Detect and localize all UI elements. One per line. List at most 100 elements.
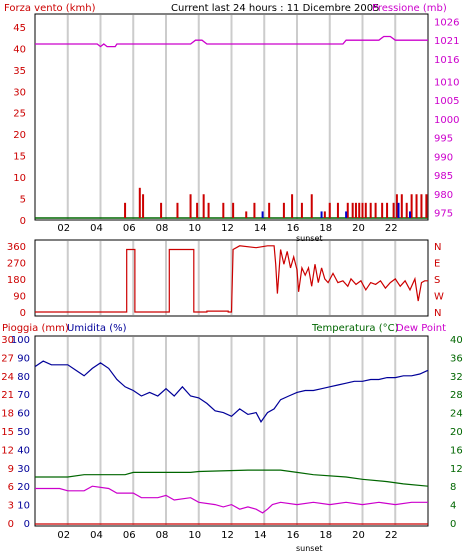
wind-bar xyxy=(196,202,199,218)
direction-tick-label: 180 xyxy=(7,275,26,286)
x-tick-label: 16 xyxy=(287,223,300,234)
x-tick-label: 22 xyxy=(385,530,398,541)
pressure-axis-title: Pressione (mb) xyxy=(372,3,447,14)
wind-bar xyxy=(245,211,248,218)
temperature-tick-label: 40 xyxy=(450,335,463,346)
wind-bar xyxy=(207,202,210,218)
direction-tick-label: 90 xyxy=(13,291,26,302)
x-tick-label: 22 xyxy=(385,223,398,234)
wind-tick-label: 10 xyxy=(13,173,26,184)
wind-tick-label: 15 xyxy=(13,152,26,163)
wind-bar xyxy=(410,194,413,218)
wind-tick-label: 45 xyxy=(13,23,26,34)
chart-title: Current last 24 hours : 11 Dicembre 2005 xyxy=(171,3,380,14)
wind-bar xyxy=(358,202,361,218)
gust-bar xyxy=(345,211,348,218)
wind-bar xyxy=(420,194,423,218)
wind-bar xyxy=(364,202,367,218)
wind-tick-label: 5 xyxy=(20,195,26,206)
wind-bar xyxy=(415,194,418,218)
wind-bar xyxy=(395,194,398,218)
wind-bar xyxy=(392,202,395,218)
wind-bar xyxy=(232,202,235,218)
humidity-tick-label: 50 xyxy=(17,427,30,438)
rain-tick-label: 0 xyxy=(8,519,14,530)
wind-bar xyxy=(425,194,428,218)
x-tick-label: 12 xyxy=(221,530,234,541)
humidity-tick-label: 40 xyxy=(17,445,30,456)
x-tick-label: 04 xyxy=(90,530,103,541)
wind-tick-label: 0 xyxy=(20,216,26,227)
humidity-tick-label: 100 xyxy=(11,335,30,346)
wind-bar xyxy=(282,202,285,218)
pressure-tick-label: 990 xyxy=(434,152,453,163)
wind-grid xyxy=(35,15,428,219)
wind-bar xyxy=(160,202,163,218)
compass-tick-label: E xyxy=(434,258,440,269)
dewpoint-axis-title: Dew Point xyxy=(396,323,446,334)
pressure-tick-label: 995 xyxy=(434,134,453,145)
temperature-tick-label: 20 xyxy=(450,427,463,438)
temperature-tick-label: 32 xyxy=(450,372,463,383)
temperature-series xyxy=(35,469,429,487)
direction-tick-label: 270 xyxy=(7,258,26,269)
x-tick-label: 14 xyxy=(254,223,267,234)
x-tick-label: 12 xyxy=(221,223,234,234)
humidity-tick-label: 20 xyxy=(17,482,30,493)
wind-bar xyxy=(381,202,384,218)
wind-bar xyxy=(351,202,354,218)
wind-tick-label: 35 xyxy=(13,66,26,77)
wind-bar xyxy=(310,194,313,218)
x-tick-label: 02 xyxy=(57,530,70,541)
temperature-tick-label: 36 xyxy=(450,353,463,364)
x-tick-label: 18 xyxy=(319,530,332,541)
temperature-axis-title: Temperatura (°C) xyxy=(311,323,399,334)
humidity-tick-label: 30 xyxy=(17,464,30,475)
rain-tick-label: 18 xyxy=(1,409,14,420)
rain-tick-label: 9 xyxy=(8,464,14,475)
wind-bar xyxy=(328,202,331,218)
temperature-tick-label: 8 xyxy=(450,482,456,493)
pressure-line xyxy=(35,35,428,48)
gust-bar xyxy=(408,211,411,218)
pressure-tick-label: 975 xyxy=(434,209,453,220)
x-tick-label: 06 xyxy=(123,530,136,541)
x-tick-label: 04 xyxy=(90,223,103,234)
pressure-tick-label: 1000 xyxy=(434,115,459,126)
wind-bar xyxy=(300,202,303,218)
x-tick-label: 18 xyxy=(319,223,332,234)
wind-bar xyxy=(268,202,271,218)
humidity-tick-label: 60 xyxy=(17,409,30,420)
humidity-axis-title: Umidita (%) xyxy=(67,323,127,334)
wind-bar xyxy=(291,194,294,218)
gust-bar xyxy=(320,211,323,218)
wind-bar xyxy=(361,202,364,218)
humidity-tick-label: 0 xyxy=(24,519,30,530)
wind-bar xyxy=(386,202,389,218)
sunset-label-bottom: sunset xyxy=(296,544,323,553)
direction-line xyxy=(35,245,428,313)
rain-tick-label: 3 xyxy=(8,501,14,512)
temperature-tick-label: 16 xyxy=(450,445,463,456)
x-tick-label: 16 xyxy=(287,530,300,541)
pressure-tick-label: 1010 xyxy=(434,77,459,88)
wind-bar xyxy=(369,202,372,218)
direction-tick-label: 360 xyxy=(7,242,26,253)
direction-tick-label: 0 xyxy=(20,308,26,319)
pressure-tick-label: 1005 xyxy=(434,96,459,107)
wind-bar xyxy=(253,202,256,218)
x-tick-label: 10 xyxy=(188,223,201,234)
compass-tick-label: N xyxy=(434,308,441,319)
wind-bar xyxy=(400,194,403,218)
wind-bar xyxy=(336,202,339,218)
wind-bar xyxy=(346,202,349,218)
x-tick-label: 08 xyxy=(156,223,169,234)
wind-bar xyxy=(142,194,145,218)
gust-bar xyxy=(397,202,400,218)
humidity-tick-label: 90 xyxy=(17,353,30,364)
temperature-tick-label: 28 xyxy=(450,390,463,401)
pressure-series xyxy=(35,35,428,48)
humidity-temperature-lines xyxy=(34,360,429,525)
rain-tick-label: 21 xyxy=(1,390,14,401)
